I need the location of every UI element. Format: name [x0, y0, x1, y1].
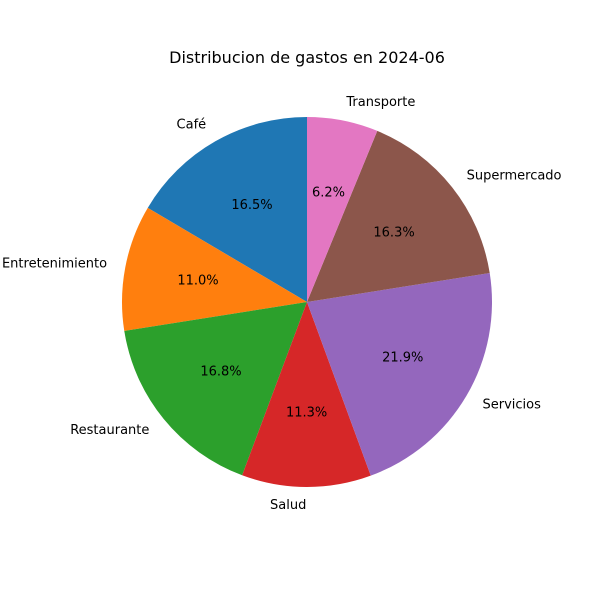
pie-percent-label-2: 16.8%: [200, 365, 241, 380]
pie-slice-0: [147, 117, 307, 302]
pie-percent-label-3: 11.3%: [286, 406, 327, 421]
pie-category-label-2: Restaurante: [70, 423, 149, 438]
pie-percent-label-6: 6.2%: [312, 186, 345, 201]
pie-percent-label-5: 16.3%: [373, 226, 414, 241]
pie-category-label-0: Café: [177, 118, 207, 133]
pie-category-labels: Café Entretenimiento Restaurante Salud Servi…: [2, 95, 562, 513]
pie-slice-1: [122, 207, 307, 331]
pie-category-label-1: Entretenimiento: [2, 256, 107, 271]
pie-category-label-5: Supermercado: [467, 168, 562, 183]
pie-slice-3: [242, 302, 371, 488]
pie-category-label-6: Transporte: [345, 95, 415, 110]
pie-slice-6: [307, 117, 378, 302]
pie-percent-label-0: 16.5%: [231, 198, 272, 213]
pie-percent-label-4: 21.9%: [382, 351, 423, 366]
pie-category-label-3: Salud: [270, 498, 306, 513]
pie-slice-5: [307, 130, 490, 302]
pie-slice-4: [307, 273, 492, 476]
pie-percent-label-1: 11.0%: [177, 274, 218, 289]
chart-title: Distribucion de gastos en 2024-06: [169, 48, 445, 67]
pie-percent-labels: 16.5% 11.0% 16.8% 11.3% 21.9% 16.3% 6.2%: [177, 186, 423, 421]
pie-slice-2: [124, 302, 307, 476]
pie-slices: [122, 117, 492, 488]
pie-category-label-4: Servicios: [482, 398, 541, 413]
